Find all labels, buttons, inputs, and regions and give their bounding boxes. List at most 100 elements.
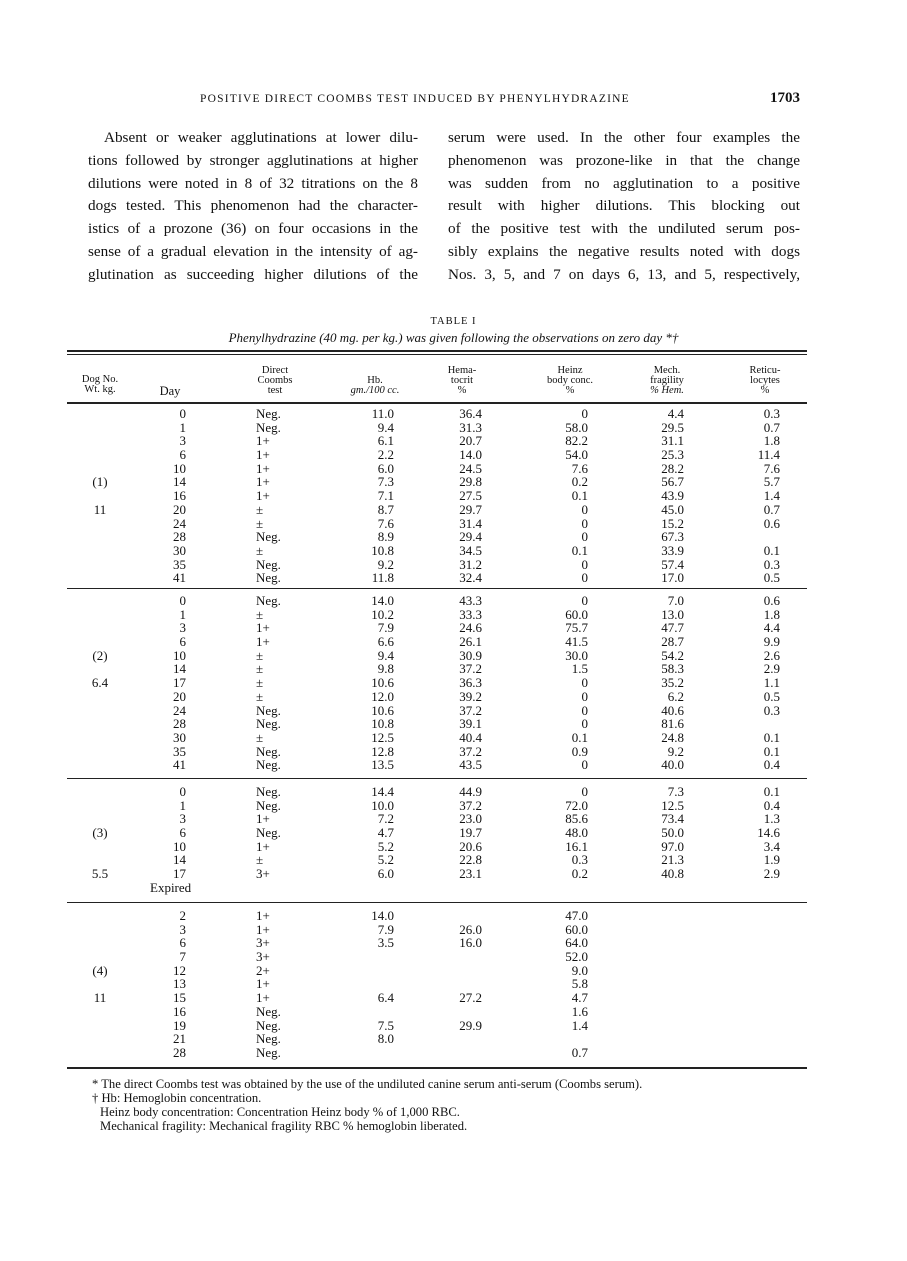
hb-cell: 6.1 xyxy=(377,433,394,449)
heinz-cell: 85.6 xyxy=(565,811,588,827)
heinz-cell: 75.7 xyxy=(565,620,588,636)
text-line: sense of a gradual elevation in the inte… xyxy=(88,242,418,260)
dog-cell: 6.4 xyxy=(91,675,109,691)
mech-fragility-cell: 54.2 xyxy=(661,647,684,663)
heinz-cell: 0 xyxy=(581,570,589,586)
column-header-heinz: Heinz body conc.% xyxy=(535,365,605,396)
heinz-cell: 1.5 xyxy=(571,661,588,677)
hb-cell: 13.5 xyxy=(371,757,394,773)
hb-cell: 7.1 xyxy=(377,488,394,504)
heinz-cell: 0 xyxy=(581,406,589,421)
coombs-cell: 1+ xyxy=(256,976,270,992)
mech-fragility-cell: 25.3 xyxy=(661,447,684,463)
hematocrit-cell: 29.7 xyxy=(459,501,482,517)
table-row: Expired xyxy=(0,881,907,895)
day-cell: 1 xyxy=(179,419,187,435)
heinz-cell: 60.0 xyxy=(565,921,588,937)
text-line: was sudden from no agglutination to a po… xyxy=(448,174,800,192)
coombs-cell: 3+ xyxy=(256,866,270,882)
hb-cell: 12.5 xyxy=(371,729,394,745)
day-cell: 30 xyxy=(173,542,186,558)
reticulocytes-cell: 0.3 xyxy=(763,702,780,718)
mech-fragility-cell: 50.0 xyxy=(661,825,684,841)
table-caption: Phenylhydrazine (40 mg. per kg.) was giv… xyxy=(228,330,679,345)
dog-group: 0 Neg. 14.0 43.3 0 7.0 0.6 1 ±10.2 33.3 60.0 13.0 1.… xyxy=(0,594,907,772)
column-header-line: Wt. kg. xyxy=(84,384,116,395)
hb-cell: 10.8 xyxy=(371,716,394,732)
hematocrit-cell: 31.3 xyxy=(459,419,482,435)
day-cell: 15 xyxy=(173,990,186,1006)
hematocrit-cell: 26.0 xyxy=(459,921,482,937)
hb-cell: 3.5 xyxy=(377,935,394,951)
reticulocytes-cell: 0.1 xyxy=(763,784,780,799)
day-cell: 3 xyxy=(179,921,187,937)
group-divider xyxy=(67,588,807,590)
heinz-cell: 0.9 xyxy=(571,743,588,759)
reticulocytes-cell: 0.1 xyxy=(763,743,780,759)
hb-cell: 11.0 xyxy=(371,406,394,421)
table-row: 6 1+ 6.6 26.1 41.5 28.7 9.9 xyxy=(0,635,907,649)
heinz-cell: 0.1 xyxy=(571,729,588,745)
hematocrit-cell: 27.2 xyxy=(459,990,482,1006)
table-row: 41 Neg. 11.8 32.4 0 17.0 0.5 xyxy=(0,571,907,585)
heinz-cell: 0 xyxy=(581,757,589,773)
heinz-cell: 47.0 xyxy=(565,908,588,923)
table-row: 0 Neg. 11.0 36.4 0 4.4 0.3 xyxy=(0,407,907,421)
hb-cell: 14.0 xyxy=(371,593,394,608)
coombs-cell: 1+ xyxy=(256,908,270,923)
coombs-cell: 1+ xyxy=(256,460,270,476)
heinz-cell: 4.7 xyxy=(571,990,588,1006)
hematocrit-cell: 26.1 xyxy=(459,634,482,650)
heinz-cell: 0.7 xyxy=(571,1044,588,1060)
day-cell: 19 xyxy=(173,1017,186,1033)
day-cell: 17 xyxy=(173,675,186,691)
hb-cell: 6.6 xyxy=(377,634,394,650)
hematocrit-cell: 23.1 xyxy=(459,866,482,882)
day-cell: 2 xyxy=(179,908,187,923)
reticulocytes-cell: 1.1 xyxy=(763,675,780,691)
coombs-cell: 2+ xyxy=(256,962,270,978)
day-cell: 21 xyxy=(173,1031,186,1047)
coombs-cell: Neg. xyxy=(256,556,281,572)
day-cell: 28 xyxy=(173,529,186,545)
hematocrit-cell: 44.9 xyxy=(459,784,482,799)
table-row: 11 20 ±8.7 29.7 0 45.0 0.7 xyxy=(0,503,907,517)
day-cell: 28 xyxy=(173,716,186,732)
heinz-cell: 0 xyxy=(581,784,589,799)
table-row: 14 ±5.2 22.8 0.3 21.3 1.9 xyxy=(0,853,907,867)
heinz-cell: 30.0 xyxy=(565,647,588,663)
table-row: 14 ±9.8 37.2 1.5 58.3 2.9 xyxy=(0,662,907,676)
hematocrit-cell: 31.4 xyxy=(459,515,482,531)
day-cell: 30 xyxy=(173,729,186,745)
footnote: † Hb: Hemoglobin concentration. xyxy=(92,1091,262,1105)
day-cell: 6 xyxy=(179,825,187,841)
day-cell: 6 xyxy=(179,634,187,650)
text-column-right: serum were used. In the other four examp… xyxy=(448,127,800,287)
table-label: TABLE I xyxy=(430,316,477,327)
reticulocytes-cell: 0.1 xyxy=(763,542,780,558)
column-header-line: % Hem. xyxy=(650,385,684,396)
hb-cell: 6.4 xyxy=(377,990,394,1006)
hb-cell: 8.9 xyxy=(377,529,394,545)
reticulocytes-cell: 0.4 xyxy=(763,797,780,813)
coombs-cell: 1+ xyxy=(256,488,270,504)
text-line: istics of a prozone (36) on four occasio… xyxy=(88,220,418,238)
heinz-cell: 7.6 xyxy=(571,460,588,476)
table-row: 16 Neg. 1.6 xyxy=(0,1005,907,1019)
hematocrit-cell: 33.3 xyxy=(459,606,482,622)
column-header-line: % xyxy=(565,385,575,396)
mech-fragility-cell: 40.6 xyxy=(661,702,684,718)
dog-group: 0 Neg. 14.4 44.9 0 7.3 0.1 1 Neg. 10.0 37.2 72.0 12.… xyxy=(0,785,907,895)
table-row: 3 1+ 7.9 26.0 60.0 xyxy=(0,921,907,937)
reticulocytes-cell: 0.7 xyxy=(763,501,780,517)
column-header-line: Coombs xyxy=(257,375,293,386)
reticulocytes-cell: 1.3 xyxy=(763,811,780,827)
column-header-coombs: Direct Coombs test xyxy=(245,365,305,396)
table-row: 3 1+ 7.9 24.6 75.7 47.7 4.4 xyxy=(0,621,907,635)
hb-cell: 7.9 xyxy=(377,620,394,636)
hematocrit-cell: 20.7 xyxy=(459,433,482,449)
mech-fragility-cell: 97.0 xyxy=(661,838,684,854)
coombs-cell: Neg. xyxy=(256,593,281,608)
column-header-line: tocrit xyxy=(450,375,474,386)
mech-fragility-cell: 73.4 xyxy=(661,811,684,827)
